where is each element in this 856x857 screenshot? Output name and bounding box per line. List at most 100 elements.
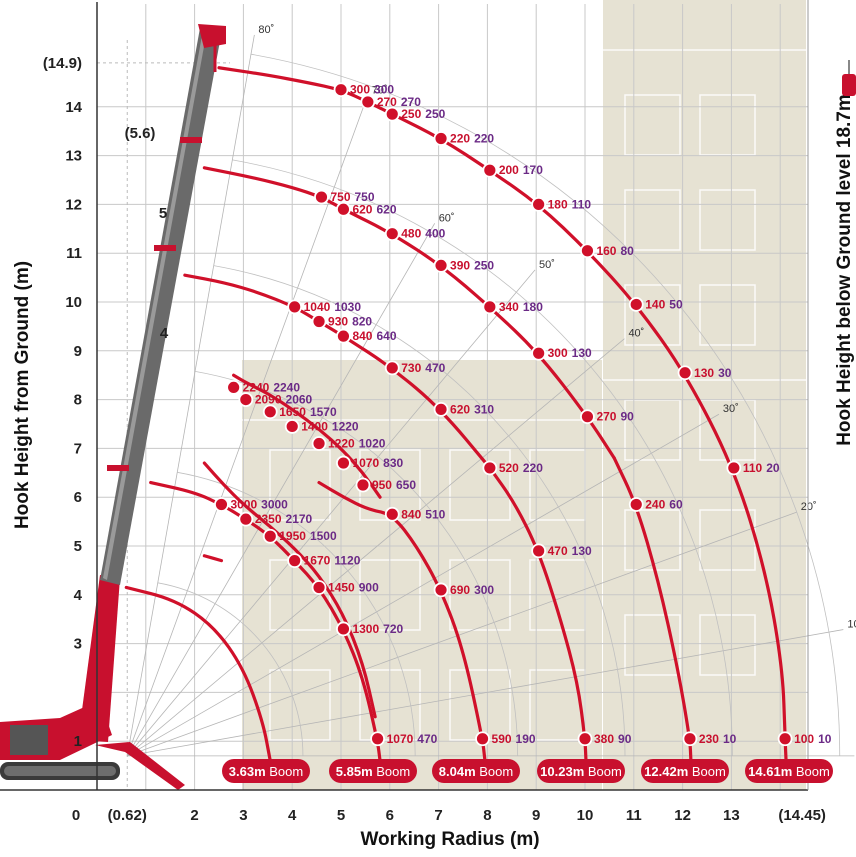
load-value-b: 220 <box>523 461 543 475</box>
load-point-label: 140 50 <box>645 297 683 311</box>
crane-boom-lower <box>78 575 120 742</box>
boom-badge-bg <box>641 759 729 783</box>
load-value-a: 270 <box>377 95 397 109</box>
load-point-label: 270 270 <box>377 95 421 109</box>
boom-curve <box>183 273 492 470</box>
load-point-label: 840 510 <box>401 507 445 521</box>
load-value-a: 520 <box>499 461 519 475</box>
boom-badge-bg <box>432 759 520 783</box>
load-point: 840 510 <box>384 506 446 522</box>
boom-unit: Boom <box>476 764 514 779</box>
load-point-marker <box>682 731 698 747</box>
boom-curve <box>202 554 224 563</box>
boom-badge-label: 3.63m Boom <box>229 764 303 779</box>
boom-badge-bg <box>745 759 833 783</box>
load-value-b: 3000 <box>261 498 288 512</box>
load-point: 470 130 <box>531 543 592 559</box>
x-tick-label: 7 <box>434 807 442 824</box>
load-value-a: 620 <box>450 402 470 416</box>
load-point: 3000 3000 <box>214 497 288 512</box>
y-tick-label: 11 <box>66 245 82 262</box>
load-point: 520 220 <box>482 460 543 476</box>
load-point-label: 730 470 <box>401 361 445 375</box>
load-value-b: 10 <box>723 732 737 746</box>
load-point: 1300 720 <box>336 621 403 637</box>
angle-label: 20˚ <box>801 501 817 513</box>
angle-label: 80˚ <box>258 24 274 36</box>
load-point-marker <box>384 106 400 122</box>
boom-badge: 10.23m Boom <box>537 759 625 783</box>
load-point-label: 390 250 <box>450 258 494 272</box>
load-point-marker <box>336 455 351 471</box>
reach-arc <box>250 53 841 756</box>
load-point-marker <box>531 345 547 361</box>
load-point-marker <box>531 196 547 212</box>
load-value-b: 510 <box>425 507 445 521</box>
load-value-a: 270 <box>596 410 616 424</box>
load-point: 930 820 <box>311 314 372 329</box>
boom-curve <box>232 373 382 499</box>
load-value-a: 100 <box>794 732 814 746</box>
boom-unit: Boom <box>266 764 304 779</box>
x-tick-label: 8 <box>483 807 491 824</box>
load-value-b: 1570 <box>310 405 337 419</box>
load-point-marker <box>284 419 300 434</box>
load-point-marker <box>577 731 593 747</box>
load-point: 590 190 <box>475 731 536 747</box>
load-point: 100 10 <box>777 731 832 747</box>
load-point-label: 130 30 <box>694 366 732 380</box>
load-point: 130 30 <box>677 365 732 381</box>
load-point: 2350 2170 <box>238 511 313 527</box>
x-tick-label: 2 <box>190 807 198 824</box>
load-value-b: 400 <box>425 227 445 241</box>
load-point-marker <box>580 243 595 259</box>
load-value-b: 190 <box>516 732 536 746</box>
angle-label: 30˚ <box>723 403 739 415</box>
load-point-label: 340 180 <box>499 300 543 314</box>
load-point: 160 80 <box>580 243 634 259</box>
load-point-label: 520 220 <box>499 461 543 475</box>
y-tick-label: 13 <box>65 148 82 165</box>
load-point-marker <box>777 731 793 747</box>
boom-curve <box>124 585 272 763</box>
angle-label: 70˚ <box>372 84 388 96</box>
load-point: 300 300 <box>333 82 394 98</box>
boom-joint <box>154 245 176 251</box>
boom-curve <box>317 480 487 763</box>
boom-badge-bg <box>222 759 310 783</box>
y-tick-label: 7 <box>74 440 82 457</box>
load-point-marker <box>433 257 449 273</box>
load-point: 1400 1220 <box>284 419 359 434</box>
boom-curve <box>149 480 382 763</box>
boom-joint <box>180 137 202 143</box>
load-value-a: 1400 <box>301 419 328 433</box>
load-point-marker <box>333 82 349 98</box>
x-tick-label: 10 <box>577 807 594 824</box>
load-value-b: 300 <box>374 83 394 97</box>
x-tick-label: 4 <box>288 807 297 824</box>
load-value-b: 620 <box>376 202 396 216</box>
load-point-label: 250 250 <box>401 107 445 121</box>
load-point: 1070 830 <box>336 455 403 471</box>
load-point-marker <box>360 94 376 110</box>
load-point-marker <box>214 497 229 512</box>
load-value-a: 220 <box>450 132 470 146</box>
load-value-a: 2240 <box>243 380 270 394</box>
load-point-label: 110 20 <box>743 461 780 475</box>
load-value-b: 130 <box>572 544 592 558</box>
boom-badge-label: 5.85m Boom <box>336 764 410 779</box>
load-point: 620 310 <box>433 401 494 417</box>
boom-badge: 12.42m Boom <box>641 759 729 783</box>
boom-joint <box>107 465 129 471</box>
load-value-b: 750 <box>355 190 375 204</box>
boom-unit: Boom <box>792 764 830 779</box>
crane-track-inner <box>4 766 116 776</box>
boom-badge-label: 10.23m Boom <box>540 764 622 779</box>
load-point-label: 950 650 <box>372 478 416 492</box>
load-value-b: 170 <box>523 163 543 177</box>
x-axis-title: Working Radius (m) <box>360 829 539 850</box>
load-value-a: 730 <box>401 361 421 375</box>
load-value-b: 1120 <box>334 554 360 568</box>
